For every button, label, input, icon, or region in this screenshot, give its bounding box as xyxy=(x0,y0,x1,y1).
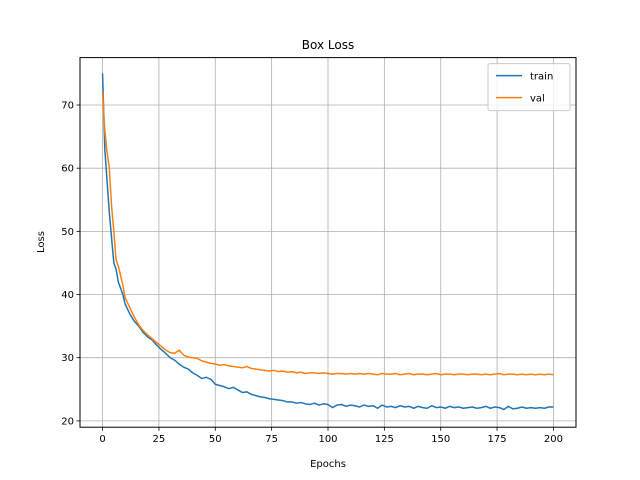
x-tick-label: 75 xyxy=(265,434,278,445)
y-tick-label: 60 xyxy=(61,164,74,175)
chart-title: Box Loss xyxy=(302,38,354,52)
series-line-train xyxy=(101,73,554,411)
x-tick-label: 25 xyxy=(153,434,166,445)
legend-box xyxy=(487,63,571,112)
axis-ticks: 0 25 50 75 100 125 150 175 200 20 30 40 50 60 70 xyxy=(61,100,563,445)
legend: train val xyxy=(487,63,571,112)
series-lines xyxy=(101,73,554,411)
legend-label-train: train xyxy=(530,72,553,83)
x-axis-label: Epochs xyxy=(310,459,346,470)
grid-lines xyxy=(80,57,576,428)
y-tick-label: 30 xyxy=(61,353,74,364)
y-tick-label: 40 xyxy=(61,290,74,301)
y-tick-label: 70 xyxy=(61,100,74,111)
y-tick-label: 20 xyxy=(61,416,74,427)
series-line-val xyxy=(101,92,554,376)
x-tick-label: 200 xyxy=(544,434,563,445)
x-tick-label: 50 xyxy=(209,434,222,445)
x-tick-label: 0 xyxy=(99,434,105,445)
y-tick-label: 50 xyxy=(61,227,74,238)
x-tick-label: 175 xyxy=(488,434,507,445)
x-tick-label: 100 xyxy=(318,434,337,445)
y-axis-label: Loss xyxy=(36,231,47,253)
legend-label-val: val xyxy=(530,94,545,105)
x-tick-label: 150 xyxy=(431,434,450,445)
x-tick-label: 125 xyxy=(375,434,394,445)
